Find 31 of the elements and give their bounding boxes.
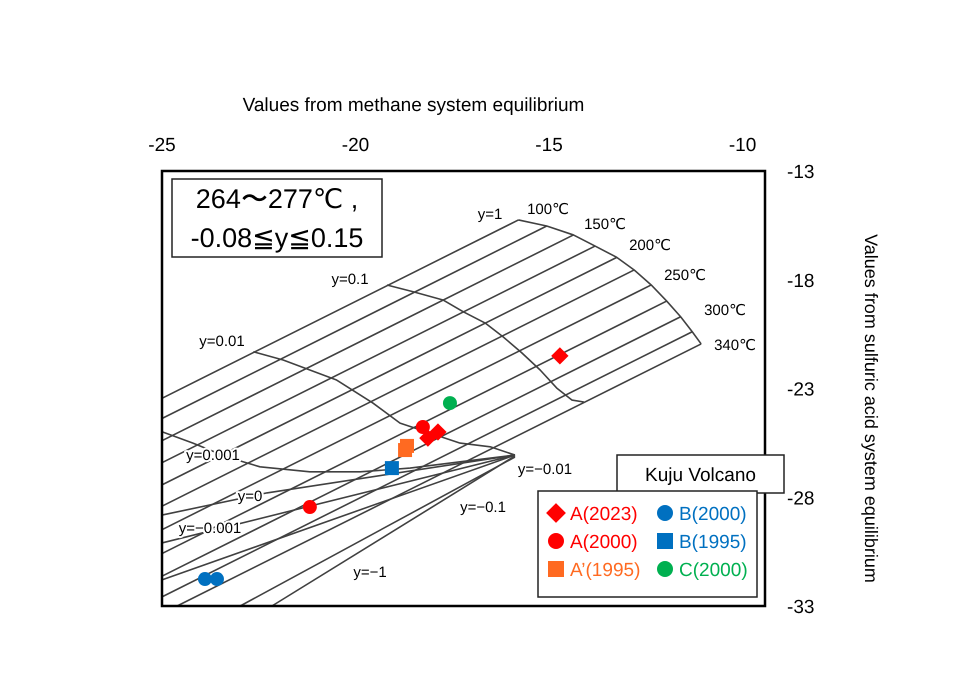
y-tick-label: -18	[787, 270, 814, 292]
annotation: y=0.01	[199, 333, 245, 350]
x-axis-title: Values from methane system equilibrium	[242, 95, 584, 116]
annotation: 340℃	[714, 337, 756, 354]
legend-label: B(1995)	[679, 532, 747, 553]
x-tick-label: -20	[342, 135, 370, 156]
x-tick-label: -25	[148, 135, 176, 156]
annotation: y=−0.01	[518, 461, 572, 478]
y-tick-label: -13	[787, 162, 814, 183]
legend-label: A’(1995)	[570, 560, 640, 581]
y-tick-label: -33	[787, 597, 814, 618]
annotation: y=−1	[353, 564, 387, 581]
legend-label: A(2023)	[570, 504, 638, 525]
annotation: y=0.1	[331, 271, 369, 288]
annotation: 300℃	[704, 302, 746, 319]
annotation: y=1	[478, 206, 502, 223]
annotation: 100℃	[527, 201, 569, 218]
y-tick-label: -28	[787, 488, 814, 510]
annotation: 150℃	[584, 216, 626, 233]
annotation: 250℃	[664, 267, 706, 284]
y-tick-label: -23	[787, 380, 814, 400]
x-tick-label: -15	[535, 135, 563, 156]
legend-label: A(2000)	[570, 532, 638, 553]
legend-label: B(2000)	[679, 504, 747, 525]
annotation: 200℃	[629, 237, 671, 254]
annotation: y=−0.1	[460, 499, 506, 516]
annotation: 264〜277℃ , -0.08≦y≦0.15	[190, 184, 364, 254]
x-tick-label: -10	[728, 135, 756, 156]
annotation: Kuju Volcano	[645, 464, 756, 486]
legend-label: C(2000)	[679, 560, 748, 581]
y-axis-title: Values from sulfuric acid system equilibrium	[861, 234, 881, 583]
